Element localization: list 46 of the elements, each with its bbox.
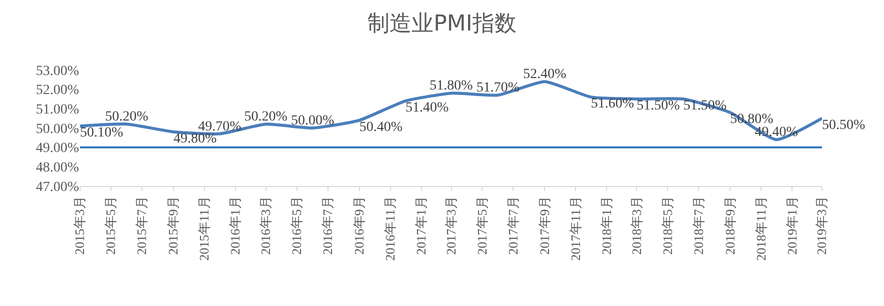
x-tick-label: 2016年1月 <box>228 196 243 255</box>
data-label: 51.70% <box>476 80 520 96</box>
chart-title: 制造业PMI指数 <box>368 12 516 37</box>
y-tick-label: 52.00% <box>36 83 80 98</box>
x-tick-label: 2015年3月 <box>72 196 88 255</box>
x-tick-label: 2018年9月 <box>722 196 738 255</box>
data-label: 51.60% <box>590 96 634 112</box>
data-label: 51.40% <box>406 100 450 116</box>
data-label: 52.40% <box>523 67 567 82</box>
x-tick-label: 2018年5月 <box>660 196 675 255</box>
y-tick-label: 49.00% <box>36 141 80 156</box>
data-label: 50.20% <box>105 110 149 125</box>
x-tick-label: 2018年1月 <box>598 196 614 255</box>
x-tick-label: 2017年5月 <box>474 196 490 255</box>
x-tick-label: 2017年7月 <box>505 196 520 255</box>
x-tick-label: 2017年9月 <box>536 196 552 255</box>
x-tick-label: 2015年7月 <box>134 196 150 255</box>
x-tick-label: 2016年3月 <box>258 196 274 255</box>
y-tick-label: 48.00% <box>36 160 80 176</box>
x-tick-label: 2015年5月 <box>103 196 118 255</box>
data-label: 51.80% <box>430 78 474 94</box>
x-tick-label: 2019年1月 <box>784 196 800 255</box>
x-tick-label: 2018年11月 <box>753 196 768 261</box>
x-tick-label: 2015年11月 <box>196 196 212 261</box>
data-label: 50.20% <box>244 110 288 125</box>
data-label: 50.00% <box>291 114 335 128</box>
x-tick-label: 2018年3月 <box>628 196 644 255</box>
y-tick-label: 53.00% <box>36 64 80 79</box>
line-series <box>80 80 822 142</box>
data-label: 50.10% <box>80 126 124 141</box>
data-label: 51.50% <box>636 98 680 114</box>
x-tick-label: 2017年1月 <box>414 196 429 255</box>
y-tick-label: 50.00% <box>36 122 80 137</box>
x-tick-label: 2016年11月 <box>382 196 398 261</box>
data-label: 50.50% <box>822 118 866 133</box>
y-tick-label: 51.00% <box>36 102 80 118</box>
y-tick-label: 47.00% <box>36 180 80 195</box>
x-tick-label: 2016年7月 <box>320 196 336 255</box>
x-tick-label: 2016年5月 <box>289 196 304 255</box>
x-tick-label: 2018年7月 <box>690 196 706 255</box>
x-tick-label: 2017年11月 <box>568 196 583 261</box>
x-tick-label: 2015年9月 <box>166 196 181 255</box>
x-tick-label: 2016年9月 <box>352 196 367 255</box>
x-tick-label: 2017年3月 <box>443 196 458 255</box>
data-label: 50.40% <box>359 120 403 135</box>
x-tick-label: 2019年3月 <box>814 196 830 255</box>
